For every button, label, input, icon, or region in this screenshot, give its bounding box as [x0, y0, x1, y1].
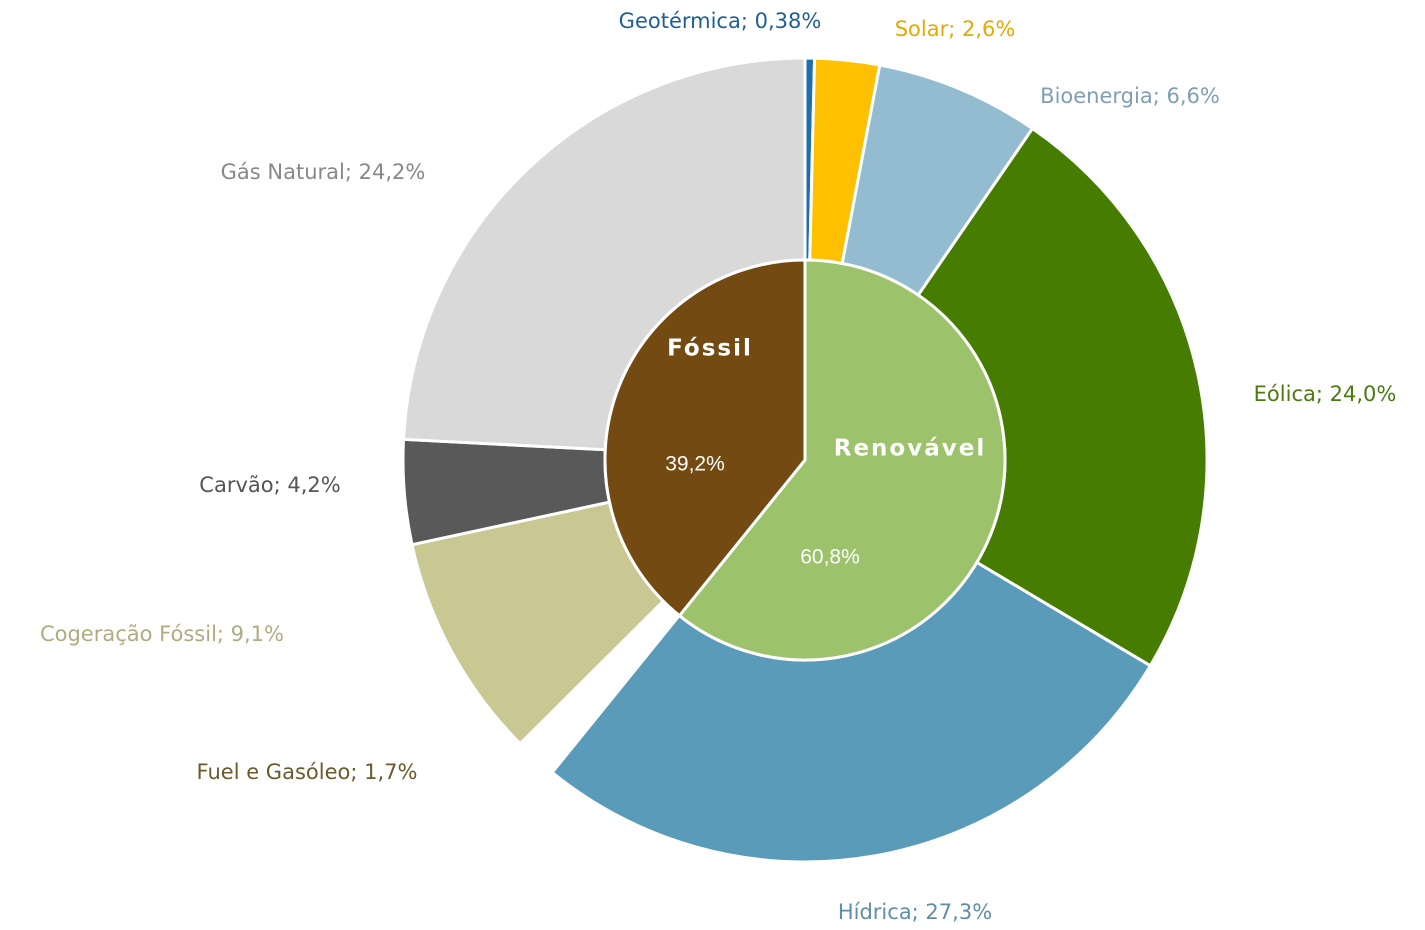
- inner-name: Fóssil: [667, 336, 753, 362]
- slice-label: Carvão; 4,2%: [199, 473, 340, 497]
- inner-value: 60,8%: [800, 546, 860, 569]
- slice-label: Cogeração Fóssil; 9,1%: [40, 622, 284, 646]
- inner-name: Renovável: [834, 436, 986, 462]
- inner-slice: [677, 258, 1007, 662]
- slice-label: Geotérmica; 0,38%: [619, 9, 822, 33]
- slice-label: Fuel e Gasóleo; 1,7%: [197, 760, 418, 784]
- slice-label: Eólica; 24,0%: [1254, 382, 1397, 406]
- slice-label: Solar; 2,6%: [895, 17, 1016, 41]
- inner-slice: [603, 258, 807, 618]
- slice-label: Bioenergia; 6,6%: [1040, 84, 1220, 108]
- slice-label: Hídrica; 27,3%: [838, 900, 992, 924]
- inner-value: 39,2%: [665, 453, 725, 476]
- slice-label: Gás Natural; 24,2%: [221, 160, 426, 184]
